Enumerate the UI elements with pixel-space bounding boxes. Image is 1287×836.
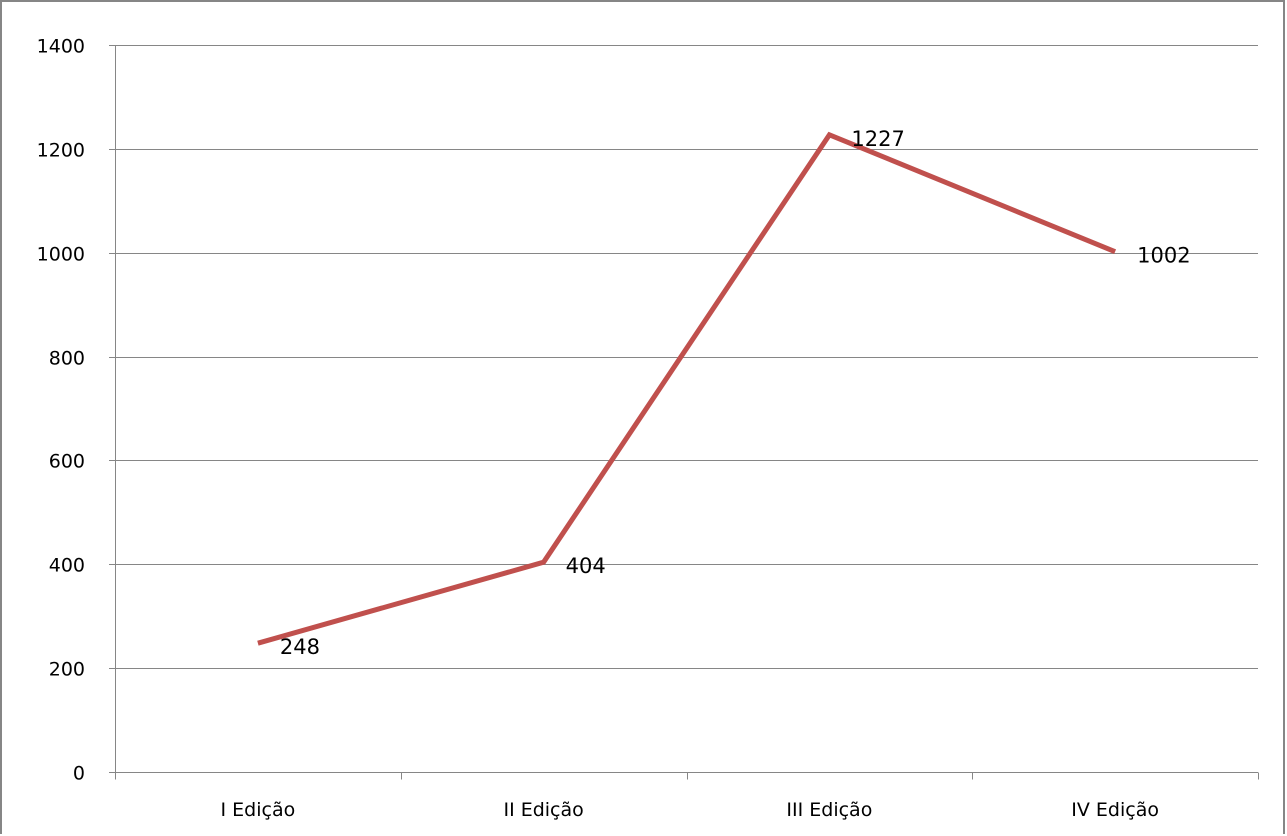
y-tick-labels: 0 200 400 600 800 1000 1200 1400 [37, 36, 85, 785]
data-label: 1227 [851, 127, 904, 151]
x-tick-label: II Edição [503, 799, 583, 821]
y-tick-label: 200 [49, 659, 85, 681]
x-tick-label: I Edição [221, 799, 296, 821]
series-lines [257, 131, 1117, 646]
y-tick-label: 600 [49, 451, 85, 473]
data-labels: 248 404 1227 1002 [280, 127, 1191, 659]
y-tick-label: 1200 [37, 140, 85, 162]
x-tick-labels: I Edição II Edição III Edição IV Edição [221, 799, 1159, 821]
x-tick-label: III Edição [786, 799, 872, 821]
data-label: 1002 [1137, 244, 1190, 268]
y-tick-label: 800 [49, 348, 85, 370]
series-line [257, 131, 1117, 646]
y-tick-label: 1000 [37, 244, 85, 266]
y-tick-label: 0 [73, 763, 85, 785]
x-tick-label: IV Edição [1071, 799, 1159, 821]
axes [109, 45, 1259, 780]
data-label: 248 [280, 635, 320, 659]
gridlines [115, 45, 1258, 669]
data-label: 404 [566, 554, 606, 578]
y-tick-label: 1400 [37, 36, 85, 58]
y-tick-label: 400 [49, 555, 85, 577]
